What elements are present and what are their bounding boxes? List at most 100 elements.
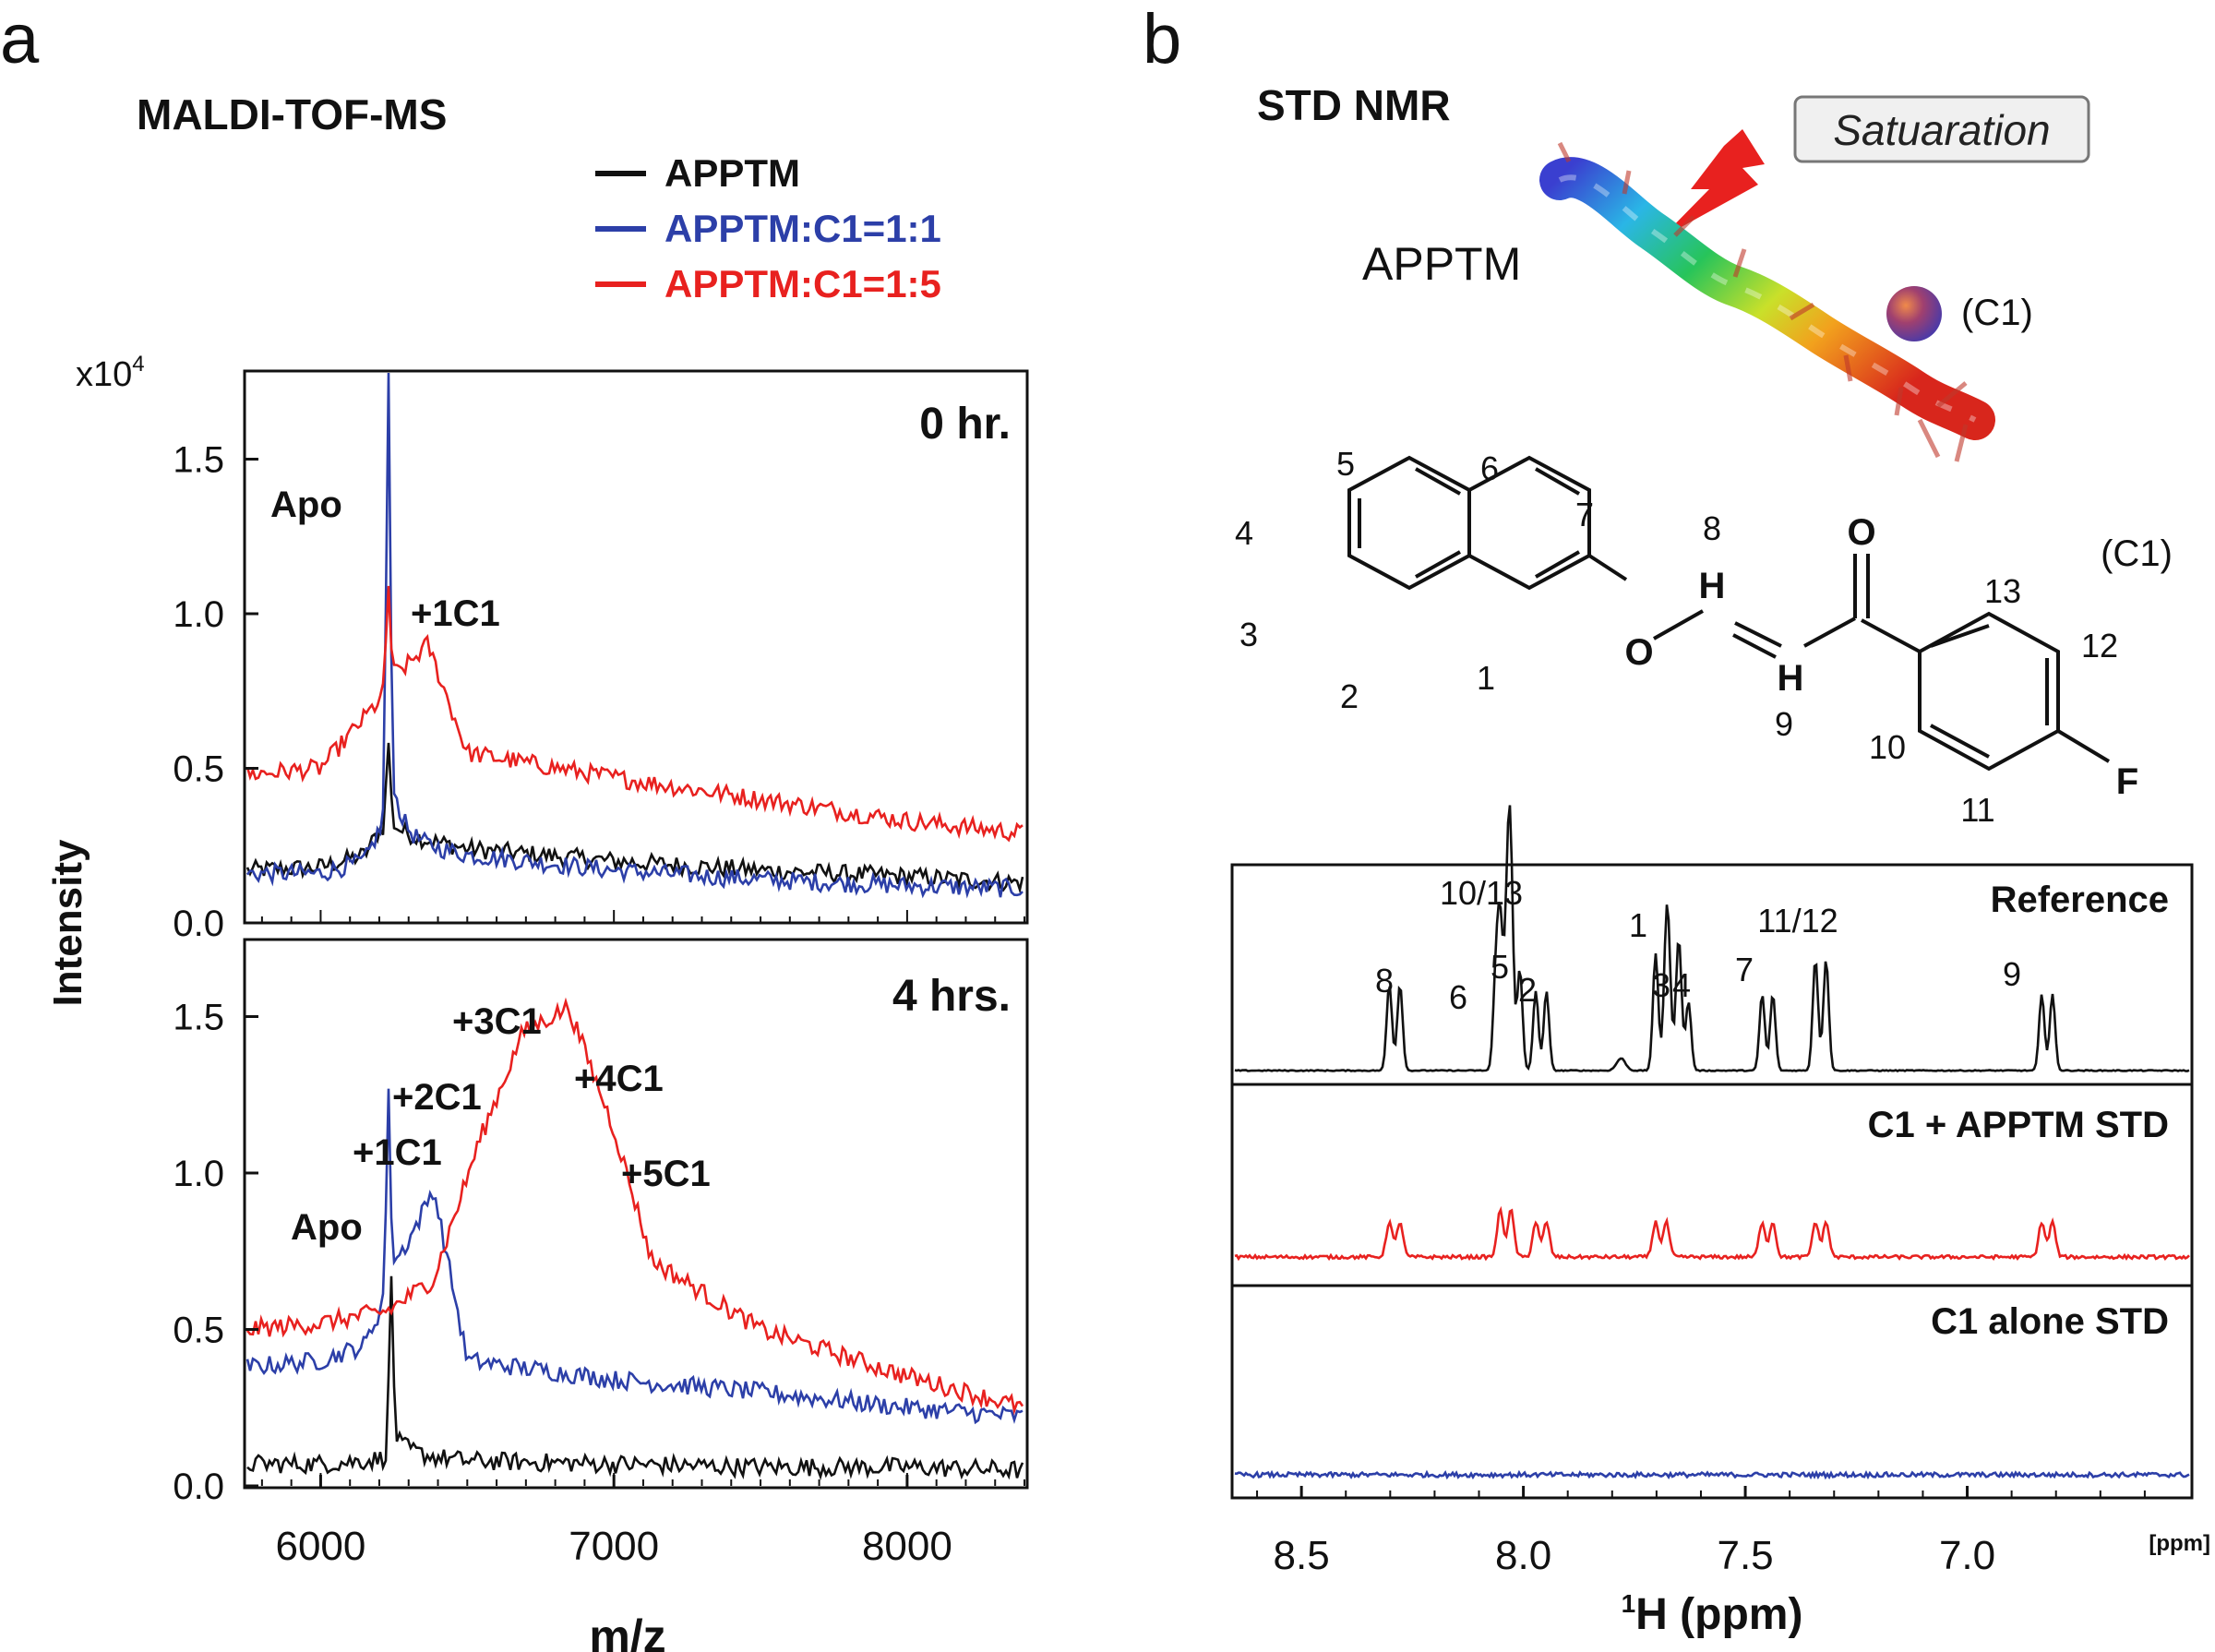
- atom-number-4: 4: [1235, 514, 1253, 552]
- series-apptm-c1-1-1: [245, 372, 1024, 899]
- plot-bottom-series: [245, 997, 1024, 1480]
- ligand-sphere-icon: [1886, 286, 1942, 341]
- atom-number-6: 6: [1480, 449, 1499, 487]
- y-tick-label: 0.0: [173, 904, 224, 944]
- nmr-x-tick-label: 8.5: [1274, 1533, 1330, 1578]
- legend: APPTM APPTM:C1=1:1 APPTM:C1=1:5: [595, 151, 941, 305]
- peak-label-2: 2: [1518, 971, 1537, 1009]
- nmr-spectrum-2: [1234, 1469, 2190, 1480]
- atom-number-8: 8: [1703, 509, 1721, 547]
- annotation-bot-5c1: +5C1: [621, 1154, 711, 1194]
- atom-number-3: 3: [1239, 616, 1258, 653]
- legend-label-1-1: APPTM:C1=1:1: [664, 207, 941, 250]
- nmr-plot: Reference C1 + APPTM STD C1 alone STD 8 …: [1230, 805, 2210, 1639]
- plot-top-frame: [243, 369, 1029, 925]
- protein-label: APPTM: [1362, 238, 1521, 290]
- peak-label-4: 4: [1672, 966, 1691, 1004]
- annotation-top-1c1: +1C1: [411, 593, 500, 634]
- nmr-spectrum-0: [1234, 805, 2190, 1072]
- nmr-peak-labels: 8 10/13 6 5 2 1 3 4 7 11/12 9: [1375, 874, 2021, 1016]
- saturation-label: Satuaration: [1833, 106, 2050, 154]
- atom-number-2: 2: [1340, 677, 1359, 715]
- atom-number-9: 9: [1775, 705, 1793, 743]
- peak-label-7: 7: [1735, 951, 1754, 988]
- phenyl-ring: [1918, 611, 2060, 772]
- series-apptm-c1-1-5: [245, 585, 1024, 843]
- x-axis-label: m/z: [589, 1610, 665, 1652]
- atom-number-12: 12: [2081, 627, 2118, 664]
- atom-numbers: 1 2 3 4 5 6 7 8 9 10 11 12 13: [1235, 445, 2118, 829]
- y-tick-label: 0.5: [173, 749, 224, 790]
- chemical-structure: [1347, 455, 2111, 772]
- annotation-top-apo: Apo: [270, 485, 342, 525]
- plot-bottom-frame: [243, 938, 1029, 1490]
- atom-number-5: 5: [1336, 445, 1355, 483]
- annotation-bot-4c1: +4C1: [574, 1059, 664, 1099]
- plot-bottom: 4 hrs. +3C1 +2C1 +4C1 +1C1 +5C1 Apo 0.00…: [173, 910, 1029, 1569]
- plot-bottom-yticks: 0.0 0.5 1.0 1.5: [173, 998, 258, 1507]
- series-apptm: [246, 1275, 1024, 1480]
- nmr-x-axis-label-text: H (ppm): [1635, 1590, 1802, 1639]
- nmr-series: [1234, 805, 2190, 1480]
- peak-label-9: 9: [2003, 955, 2021, 993]
- atom-number-7: 7: [1575, 496, 1594, 533]
- peak-label-1: 1: [1629, 906, 1647, 944]
- peak-label-5: 5: [1491, 948, 1509, 986]
- y-tick-label: 0.5: [173, 1311, 224, 1351]
- nmr-x-tick-label: 8.0: [1495, 1533, 1551, 1578]
- structure-label: (C1): [2101, 533, 2173, 574]
- nmr-spectrum-1: [1234, 1205, 2190, 1262]
- atom-number-1: 1: [1477, 659, 1495, 697]
- annotation-bot-1c1: +1C1: [353, 1132, 442, 1173]
- atom-h-9: H: [1778, 658, 1804, 699]
- peak-label-11-12: 11/12: [1757, 902, 1838, 940]
- nmr-label-std-alone: C1 alone STD: [1931, 1301, 2169, 1342]
- panel-a-title: MALDI-TOF-MS: [137, 90, 447, 138]
- y-tick-label: 0.0: [173, 1466, 224, 1507]
- annotation-bot-2c1: +2C1: [392, 1077, 482, 1118]
- y-axis-label: Intensity: [45, 839, 90, 1006]
- annotation-bot-3c1: +3C1: [452, 1001, 542, 1042]
- nmr-x-axis-label: 1H (ppm): [1622, 1589, 1803, 1639]
- y-multiplier-exp: 4: [132, 352, 144, 377]
- nmr-xticks: 8.5 8.0 7.5 7.0: [1256, 1486, 2146, 1578]
- nmr-x-tick-label: 7.0: [1939, 1533, 1995, 1578]
- nmr-label-std-complex: C1 + APPTM STD: [1868, 1105, 2169, 1145]
- plot-top: 0 hr. Apo +1C1 0.0 0.5 1.0 1.5: [173, 369, 1029, 944]
- x-tick-label: 7000: [569, 1524, 659, 1569]
- panel-b-letter: b: [1143, 0, 1181, 78]
- atom-o-carbonyl: O: [1847, 512, 1875, 553]
- panel-a-letter: a: [0, 0, 40, 78]
- y-tick-label: 1.5: [173, 440, 224, 481]
- atom-number-13: 13: [1984, 572, 2021, 610]
- annotation-bot-apo: Apo: [291, 1207, 363, 1248]
- series-apptm-c1-1-1: [245, 1088, 1024, 1425]
- lightning-bolt-icon: [1661, 129, 1765, 238]
- y-multiplier-base: x10: [76, 355, 132, 394]
- protein-helix-icon: [1539, 141, 1995, 462]
- nmr-label-reference: Reference: [1991, 880, 2169, 920]
- atom-f: F: [2116, 761, 2138, 802]
- nmr-x-unit: [ppm]: [2149, 1531, 2210, 1556]
- plot-top-series: [245, 372, 1024, 899]
- peak-label-3: 3: [1652, 966, 1670, 1004]
- atom-o-ether: O: [1624, 632, 1653, 673]
- y-multiplier: x104: [76, 352, 145, 394]
- nmr-x-axis-label-sup: 1: [1622, 1589, 1636, 1618]
- saturation-box: [1793, 95, 2090, 163]
- y-tick-label: 1.0: [173, 1154, 224, 1194]
- plot-bottom-xticks: 6000 7000 8000: [260, 910, 1025, 1569]
- nmr-frame-std-alone: [1230, 1284, 2194, 1500]
- legend-label-1-5: APPTM:C1=1:5: [664, 262, 941, 305]
- atom-number-10: 10: [1869, 728, 1906, 766]
- x-tick-label: 6000: [275, 1524, 365, 1569]
- series-apptm-c1-1-5: [245, 997, 1024, 1416]
- panel-b-title: STD NMR: [1257, 81, 1451, 129]
- y-tick-label: 1.5: [173, 998, 224, 1038]
- atom-h-8: H: [1699, 566, 1726, 606]
- peak-label-8: 8: [1375, 962, 1394, 1000]
- atom-number-11: 11: [1960, 791, 1994, 829]
- x-tick-label: 8000: [862, 1524, 952, 1569]
- plot-top-yticks: 0.0 0.5 1.0 1.5: [173, 440, 258, 944]
